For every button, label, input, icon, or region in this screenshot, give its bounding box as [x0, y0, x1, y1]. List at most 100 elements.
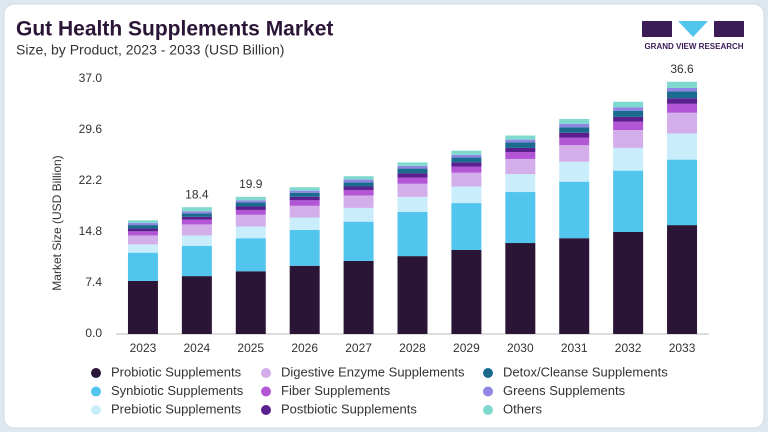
bar-segment — [343, 179, 374, 183]
bar-segment — [181, 219, 212, 225]
legend-swatch — [483, 386, 493, 397]
x-tick-label: 2027 — [345, 341, 372, 355]
x-tick-label: 2031 — [561, 341, 588, 355]
bar-segment — [451, 203, 482, 250]
legend-label: Detox/Cleanse Supplements — [503, 364, 668, 379]
bar-segment — [397, 173, 428, 178]
bar-segment — [451, 150, 482, 155]
bar-segment — [559, 127, 590, 133]
bar-segment — [613, 147, 644, 171]
bar-segment — [289, 192, 320, 197]
bar-segment — [235, 209, 266, 215]
bar-segment — [235, 214, 266, 227]
bar-segment — [397, 212, 428, 257]
legend-label: Prebiotic Supplements — [111, 401, 242, 416]
bar-segment — [235, 196, 266, 201]
bar-segment — [289, 265, 320, 334]
legend-label: Greens Supplements — [503, 383, 626, 398]
legend-swatch — [261, 368, 271, 378]
bar-segment — [559, 118, 590, 124]
bar-segment — [181, 224, 212, 236]
x-tick-label: 2029 — [453, 341, 480, 355]
x-tick-label: 2033 — [669, 341, 696, 355]
bar-segment — [667, 81, 698, 88]
bar-segment — [397, 168, 428, 174]
bar-segment — [235, 238, 266, 272]
bar-segment — [181, 207, 212, 212]
bar-segment — [667, 103, 698, 113]
bar-segment — [343, 221, 374, 261]
legend-swatch — [91, 386, 101, 397]
x-tick-label: 2032 — [615, 341, 642, 355]
bar-segment — [559, 161, 590, 182]
bar-segment — [613, 121, 644, 130]
bar-segment — [613, 116, 644, 122]
legend-label: Probiotic Supplements — [111, 364, 242, 379]
bar-segment — [289, 190, 320, 193]
bar-segment — [289, 200, 320, 206]
bar-segment — [397, 177, 428, 184]
bar-segment — [505, 152, 536, 159]
bar-segment — [451, 162, 482, 167]
y-tick-label: 22.2 — [79, 173, 103, 187]
brand: GRAND VIEW RESEARCH — [644, 42, 743, 51]
legend-label: Digestive Enzyme Supplements — [281, 364, 465, 379]
bar-segment — [127, 280, 158, 334]
bar-segment — [235, 200, 266, 203]
bar-segment — [127, 220, 158, 224]
bar-segment — [343, 176, 374, 180]
bar-segment — [505, 135, 536, 140]
bar-segment — [613, 170, 644, 232]
bar-segment — [127, 244, 158, 253]
bar-segment — [613, 232, 644, 334]
bar-segment — [667, 159, 698, 226]
bar-segment — [181, 235, 212, 246]
total-label: 36.6 — [670, 62, 694, 76]
bar-segment — [289, 229, 320, 266]
logo: GRAND VIEW RESEARCH — [642, 21, 744, 51]
legend-swatch — [483, 405, 493, 415]
legend-swatch — [91, 405, 101, 415]
y-tick-label: 37.0 — [79, 71, 103, 85]
bar-segment — [127, 231, 158, 236]
bar-segment — [505, 192, 536, 244]
bar-segment — [451, 186, 482, 204]
x-tick-label: 2030 — [507, 341, 534, 355]
bar-segment — [451, 172, 482, 187]
y-tick-label: 0.0 — [85, 326, 102, 340]
bar-segment — [181, 216, 212, 220]
bar-segment — [667, 98, 698, 104]
y-tick-label: 7.4 — [85, 275, 102, 289]
bar-segment — [235, 271, 266, 334]
legend-label: Fiber Supplements — [281, 383, 391, 398]
bar-segment — [181, 245, 212, 277]
x-tick-label: 2025 — [237, 341, 264, 355]
legend-label: Synbiotic Supplements — [111, 383, 244, 398]
bar-segment — [613, 130, 644, 148]
x-tick-label: 2026 — [291, 341, 318, 355]
legend-swatch — [483, 368, 493, 378]
legend-swatch — [261, 405, 271, 415]
bar-segment — [505, 139, 536, 143]
bar-segment — [127, 235, 158, 245]
bar-segment — [397, 196, 428, 213]
bar-segment — [127, 225, 158, 229]
bar-segment — [397, 162, 428, 166]
bar-segment — [127, 228, 158, 232]
legend-label: Postbiotic Supplements — [281, 401, 417, 416]
bar-segment — [289, 217, 320, 230]
bar-segment — [667, 133, 698, 160]
bar-segment — [343, 260, 374, 334]
bar-segment — [451, 166, 482, 173]
bar-segment — [667, 91, 698, 99]
bar-segment — [559, 132, 590, 138]
bar-segment — [397, 256, 428, 334]
bar-segment — [559, 123, 590, 128]
chart-title: Gut Health Supplements Market — [16, 18, 333, 41]
chart-subtitle: Size, by Product, 2023 - 2033 (USD Billi… — [16, 42, 284, 58]
bar-segment — [505, 243, 536, 334]
bar-segment — [343, 186, 374, 190]
bar-segment — [289, 187, 320, 191]
